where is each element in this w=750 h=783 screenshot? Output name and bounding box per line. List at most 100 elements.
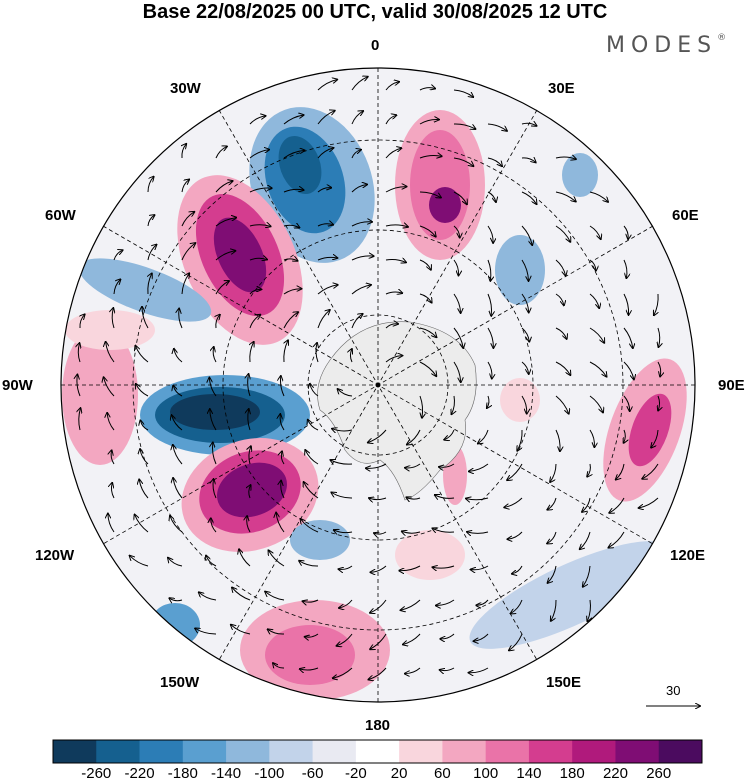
wind-vector (284, 340, 288, 363)
wind-vector (512, 565, 523, 574)
wind-vector (433, 566, 455, 568)
wind-vector (334, 530, 353, 533)
colorbar-swatch (312, 740, 357, 763)
wind-vector (351, 222, 372, 227)
wind-vector (331, 493, 353, 499)
wind-vector (317, 111, 335, 125)
wind-vector (403, 633, 421, 645)
wind-vector (467, 532, 489, 534)
wind-vector (338, 389, 353, 397)
wind-vector (248, 374, 250, 397)
colorbar-tick-label: -20 (345, 765, 367, 782)
wind-vector (587, 599, 590, 621)
wind-vector (401, 599, 421, 610)
wind-vector (521, 225, 532, 245)
wind-vector (651, 429, 659, 448)
wind-vector (239, 549, 251, 567)
wind-vector (551, 599, 557, 621)
wind-vectors (77, 77, 661, 680)
wind-vector (623, 225, 628, 239)
wind-vector (351, 111, 363, 125)
wind-vector (317, 80, 337, 91)
lon-label-180: 180 (365, 717, 391, 734)
wind-vector (173, 445, 183, 465)
wind-vector (370, 633, 387, 649)
wind-vector (130, 556, 149, 567)
wind-vector (453, 191, 467, 204)
wind-vector (487, 259, 491, 281)
wind-vector (80, 314, 85, 329)
wind-vector (555, 293, 564, 305)
colorbar-swatch (528, 740, 573, 763)
wind-vector (135, 515, 149, 533)
wind-vector (444, 429, 455, 440)
colorbar-swatch (269, 740, 314, 763)
wind-vector (148, 274, 152, 295)
reference-vector-label: 30 (666, 683, 681, 698)
wind-vector (439, 463, 455, 467)
wind-vector (440, 667, 455, 671)
wind-vector (639, 497, 659, 508)
colorbar-tick-label: 260 (646, 765, 672, 782)
wind-vector (589, 259, 596, 271)
wind-vector (405, 463, 421, 468)
wind-vector (589, 327, 604, 343)
wind-vector (509, 633, 523, 650)
wind-vector (583, 565, 591, 587)
wind-vector (385, 356, 402, 363)
wind-vector (206, 556, 217, 567)
wind-vector (521, 327, 529, 342)
wind-vector (199, 592, 217, 601)
colorbar-swatch (139, 740, 184, 763)
wind-vector (589, 191, 608, 202)
wind-vector (654, 293, 658, 315)
wind-vector (283, 312, 298, 329)
wind-vector (317, 285, 338, 295)
wind-vector (623, 259, 627, 278)
wind-vector (301, 519, 319, 533)
wind-vector (249, 188, 272, 193)
wind-vector (351, 77, 368, 91)
wind-vector (250, 342, 254, 363)
brand-logo: MODES® (606, 33, 726, 58)
wind-vector (555, 157, 576, 159)
wind-vector (79, 408, 81, 431)
lon-label-150e: 150E (546, 674, 582, 691)
wind-vector (469, 667, 489, 673)
wind-vector (504, 497, 523, 507)
wind-vector (78, 343, 80, 363)
wind-vector (317, 148, 333, 159)
wind-vector (333, 667, 353, 678)
wind-vector (172, 415, 183, 431)
colorbar-tick-label: -140 (211, 765, 242, 782)
lon-label-60e: 60E (672, 207, 699, 224)
wind-vector (471, 565, 489, 570)
colorbar-tick-label: -220 (124, 765, 155, 782)
wind-vector (140, 449, 149, 465)
wind-vector (247, 516, 251, 533)
wind-vector (337, 633, 353, 646)
wind-vector (453, 293, 461, 313)
wind-vector (339, 599, 353, 608)
wind-vector (273, 663, 285, 668)
wind-vector (147, 215, 155, 227)
colorbar-tick-label: 100 (473, 765, 499, 782)
wind-vector (276, 513, 285, 533)
wind-vector (521, 259, 529, 281)
wind-vector (385, 324, 398, 329)
wind-vector (173, 478, 183, 499)
wind-vector (623, 293, 629, 315)
wind-vector (419, 293, 432, 303)
wind-vector (174, 349, 183, 363)
brand-name: MODES (606, 33, 718, 58)
wind-vector (111, 450, 115, 465)
wind-vector (232, 588, 251, 601)
wind-vector (317, 257, 337, 261)
colorbar-swatch (182, 740, 227, 763)
lon-label-30e: 30E (548, 80, 575, 97)
wind-vector (406, 497, 421, 499)
wind-vector (476, 599, 489, 605)
wind-vector (181, 212, 194, 227)
wind-vector (609, 531, 625, 548)
wind-vector (147, 177, 154, 193)
